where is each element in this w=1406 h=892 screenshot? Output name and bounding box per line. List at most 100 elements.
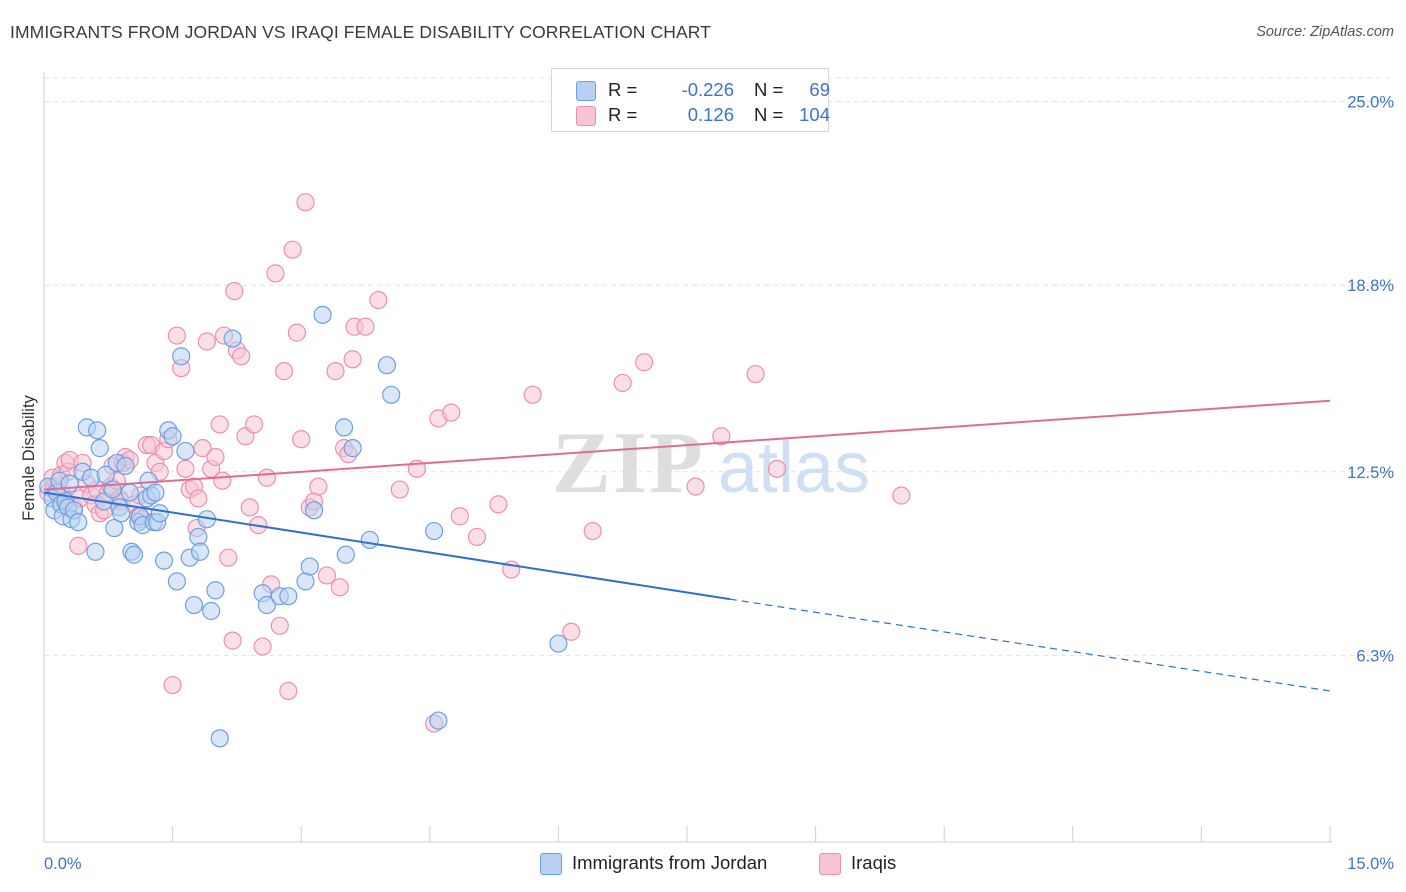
iraqis-point <box>356 317 375 336</box>
iraqis-point <box>390 480 409 499</box>
iraqis-point <box>266 264 285 283</box>
y-tick-labels: 6.3% 12.5% 18.8% 25.0% <box>1347 94 1394 666</box>
jordan-point <box>150 504 169 523</box>
jordan-point <box>377 356 397 375</box>
iraqis-point <box>283 240 302 259</box>
trend-lines <box>43 399 1331 692</box>
jordan-point <box>176 441 195 461</box>
iraqis-point <box>232 347 251 366</box>
iraqis-point <box>317 566 337 585</box>
source-label: Source: ZipAtlas.com <box>1256 24 1394 40</box>
iraqis-point <box>326 362 345 381</box>
jordan-point <box>190 542 210 561</box>
iraqis-point <box>450 507 469 526</box>
iraqis-points <box>39 193 911 733</box>
n-label: N = <box>754 104 784 125</box>
y-tick-label: 6.3% <box>1356 647 1394 665</box>
iraqis-point <box>369 290 388 310</box>
n-label: N = <box>754 79 784 100</box>
jordan-point <box>336 545 355 564</box>
grid-lines <box>44 77 1394 656</box>
jordan-swatch <box>576 81 596 101</box>
jordan-point <box>69 513 88 532</box>
correlation-legend: R = -0.226 N = 69 R = 0.126 N = 104 <box>551 68 830 132</box>
y-tick-label: 12.5% <box>1347 464 1394 482</box>
iraqis-point <box>253 637 272 656</box>
jordan-point <box>124 545 144 564</box>
iraqis-point <box>223 631 242 650</box>
jordan-trend-line <box>43 491 731 601</box>
iraqis-point <box>523 385 542 404</box>
iraqis-point <box>176 459 195 478</box>
jordan-point <box>210 729 229 748</box>
r-label: R = <box>608 79 638 100</box>
jordan-legend-swatch <box>540 853 562 875</box>
axes <box>43 72 1332 843</box>
jordan-point <box>167 572 186 591</box>
y-tick-label: 25.0% <box>1347 94 1394 112</box>
jordan-point <box>360 530 379 550</box>
jordan-point <box>88 421 107 440</box>
iraqis-point <box>296 193 315 212</box>
jordan-point <box>304 501 324 520</box>
iraqis-point <box>686 477 705 496</box>
x-ticks <box>43 826 1331 842</box>
iraqis-point <box>287 323 307 342</box>
iraqis-point <box>767 459 787 478</box>
jordan-point <box>172 347 191 366</box>
jordan-legend-label: Immigrants from Jordan <box>572 852 768 873</box>
iraqis-point <box>189 489 208 508</box>
jordan-point <box>549 634 568 653</box>
iraqis-legend-swatch <box>819 853 841 875</box>
iraqis-point <box>343 350 362 369</box>
iraqis-point <box>712 427 731 446</box>
iraqis-point <box>635 353 654 372</box>
iraqis-point <box>163 675 182 695</box>
iraqis-point <box>257 468 277 487</box>
jordan-point <box>105 518 124 538</box>
jordan-point <box>223 329 242 348</box>
watermark: ZIP atlas <box>552 415 870 512</box>
iraqis-trend-line <box>43 399 1331 491</box>
iraqis-point <box>274 362 294 381</box>
iraqis-point <box>489 495 508 514</box>
iraqis-point <box>244 415 264 434</box>
jordan-point <box>116 456 135 475</box>
n-value: 104 <box>799 104 830 125</box>
iraqis-point <box>69 536 88 555</box>
y-axis-title: Female Disability <box>20 394 38 520</box>
watermark-atlas: atlas <box>718 428 870 508</box>
jordan-points <box>39 305 568 748</box>
iraqis-point <box>225 282 244 301</box>
iraqis-point <box>583 521 602 541</box>
iraqis-point <box>193 439 212 458</box>
iraqis-point <box>270 616 289 635</box>
iraqis-point <box>467 527 487 547</box>
chart-title: IMMIGRANTS FROM JORDAN VS IRAQI FEMALE D… <box>10 22 711 42</box>
jordan-point <box>257 595 277 615</box>
r-value: 0.126 <box>687 104 734 125</box>
jordan-point <box>334 418 354 437</box>
jordan-point <box>90 439 109 458</box>
y-tick-label: 18.8% <box>1347 277 1394 295</box>
x-tick-label-max: 15.0% <box>1347 855 1394 873</box>
iraqis-point <box>167 326 186 345</box>
jordan-point <box>279 587 298 606</box>
iraqis-point <box>442 403 461 422</box>
jordan-point <box>382 385 401 404</box>
iraqis-point <box>746 364 765 384</box>
iraqis-point <box>562 622 581 641</box>
x-tick-label-min: 0.0% <box>44 855 82 873</box>
iraqis-point <box>892 486 911 505</box>
jordan-point <box>202 601 221 621</box>
jordan-point <box>184 595 204 615</box>
r-label: R = <box>608 104 638 125</box>
jordan-point <box>112 504 131 523</box>
jordan-point <box>313 305 332 324</box>
jordan-trend-extension <box>729 598 1331 692</box>
jordan-point <box>120 483 139 502</box>
jordan-point <box>343 439 362 458</box>
r-value: -0.226 <box>681 79 734 100</box>
jordan-point <box>154 551 174 570</box>
iraqis-point <box>309 477 328 496</box>
